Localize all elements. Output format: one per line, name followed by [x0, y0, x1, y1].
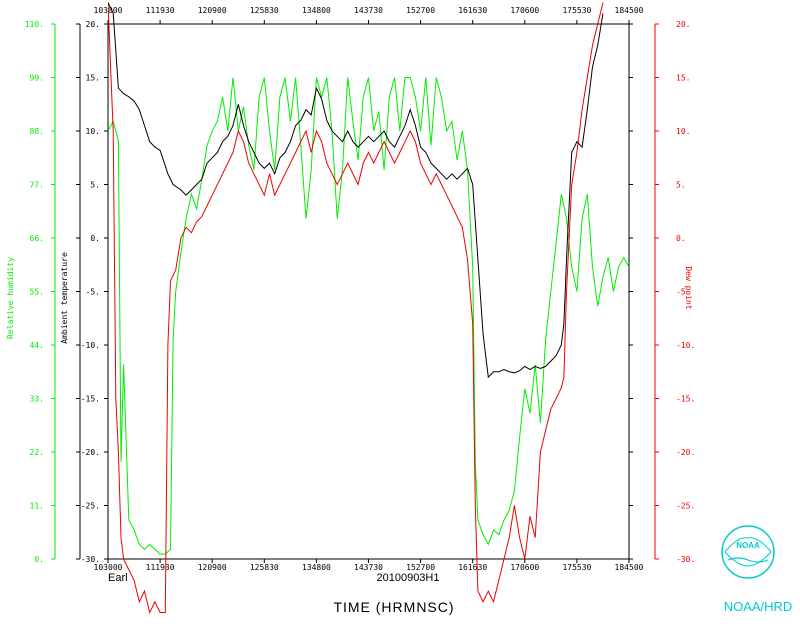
rh-tick-label: 0.	[34, 555, 44, 564]
dewpoint-tick-label: 5.	[676, 181, 686, 190]
dewpoint-tick-label: 15.	[676, 74, 690, 83]
temperature-tick-label: 5.	[90, 181, 100, 190]
x-axis-title: TIME (HRMNSC)	[333, 599, 454, 615]
noaa-logo: NOAA NOAA/HRD	[721, 525, 793, 614]
dewpoint-axis-label: Dew point	[684, 266, 693, 310]
x-tick-label-top: 175530	[562, 6, 591, 15]
temperature-tick-label: -10.	[81, 341, 100, 350]
x-tick-label-bottom: 175530	[562, 563, 591, 572]
rh-tick-label: 22.	[30, 448, 44, 457]
x-tick-label-top: 152700	[406, 6, 435, 15]
temperature-tick-label: -20.	[81, 448, 100, 457]
rh-tick-label: 77.	[30, 181, 44, 190]
temperature-tick-label: -5.	[86, 288, 100, 297]
x-tick-label-top: 143730	[354, 6, 383, 15]
dewpoint-tick-label: 0.	[676, 234, 686, 243]
rh-tick-label: 55.	[30, 288, 44, 297]
rh-axis-label: Relative humidity	[6, 257, 15, 339]
x-tick-label-top: 161630	[458, 6, 487, 15]
dewpoint-tick-label: -15.	[676, 395, 695, 404]
x-tick-label-bottom: 120900	[198, 563, 227, 572]
x-tick-label-bottom: 170600	[510, 563, 539, 572]
x-tick-label-top: 111930	[146, 6, 175, 15]
x-tick-label-top: 125830	[250, 6, 279, 15]
x-tick-label-bottom: 125830	[250, 563, 279, 572]
x-tick-label-bottom: 111930	[146, 563, 175, 572]
rh-tick-label: 110.	[25, 20, 44, 29]
rh-tick-label: 99.	[30, 74, 44, 83]
noaa-hrd-label: NOAA/HRD	[724, 599, 793, 614]
flight-id: 20100903H1	[376, 572, 439, 584]
noaa-seal-icon	[721, 525, 775, 579]
x-tick-label-bottom: 103000	[94, 563, 123, 572]
temperature-tick-label: 15.	[86, 74, 100, 83]
dewpoint-tick-label: -5.	[676, 288, 690, 297]
x-tick-label-bottom: 184500	[615, 563, 644, 572]
dewpoint-tick-label: -20.	[676, 448, 695, 457]
temperature-axis-label: Ambient temperature	[60, 252, 69, 344]
rh-tick-label: 66.	[30, 234, 44, 243]
rh-tick-label: 88.	[30, 127, 44, 136]
dewpoint-tick-label: -10.	[676, 341, 695, 350]
noaa-wave-icon	[727, 557, 769, 563]
temperature-tick-label: 0.	[90, 234, 100, 243]
dewpoint-tick-label: -30.	[676, 555, 695, 564]
temperature-tick-label: -15.	[81, 395, 100, 404]
temperature-tick-label: -25.	[81, 502, 100, 511]
ticks: 1030001030001119301119301209001209001258…	[25, 6, 696, 572]
rh-tick-label: 33.	[30, 395, 44, 404]
temperature-tick-label: -30.	[81, 555, 100, 564]
rh-tick-label: 44.	[30, 341, 44, 350]
dewpoint-tick-label: 20.	[676, 20, 690, 29]
series-layer	[108, 2, 629, 614]
x-tick-label-top: 170600	[510, 6, 539, 15]
x-tick-label-top: 120900	[198, 6, 227, 15]
x-tick-label-top: 134800	[302, 6, 331, 15]
series-line-rh	[108, 77, 629, 555]
x-tick-label-bottom: 134800	[302, 563, 331, 572]
noaa-bird-icon	[724, 537, 772, 567]
storm-label: Earl	[108, 572, 128, 584]
series-line-dewpoint	[108, 2, 604, 614]
noaa-seal-text: NOAA	[736, 541, 760, 550]
dewpoint-tick-label: -25.	[676, 502, 695, 511]
x-tick-label-bottom: 143730	[354, 563, 383, 572]
temperature-tick-label: 10.	[86, 127, 100, 136]
series-line-temperature	[108, 2, 604, 379]
temperature-tick-label: 20.	[86, 20, 100, 29]
rh-tick-label: 11.	[30, 502, 44, 511]
x-tick-label-bottom: 152700	[406, 563, 435, 572]
x-tick-label-bottom: 161630	[458, 563, 487, 572]
dewpoint-tick-label: 10.	[676, 127, 690, 136]
x-tick-label-top: 184500	[615, 6, 644, 15]
